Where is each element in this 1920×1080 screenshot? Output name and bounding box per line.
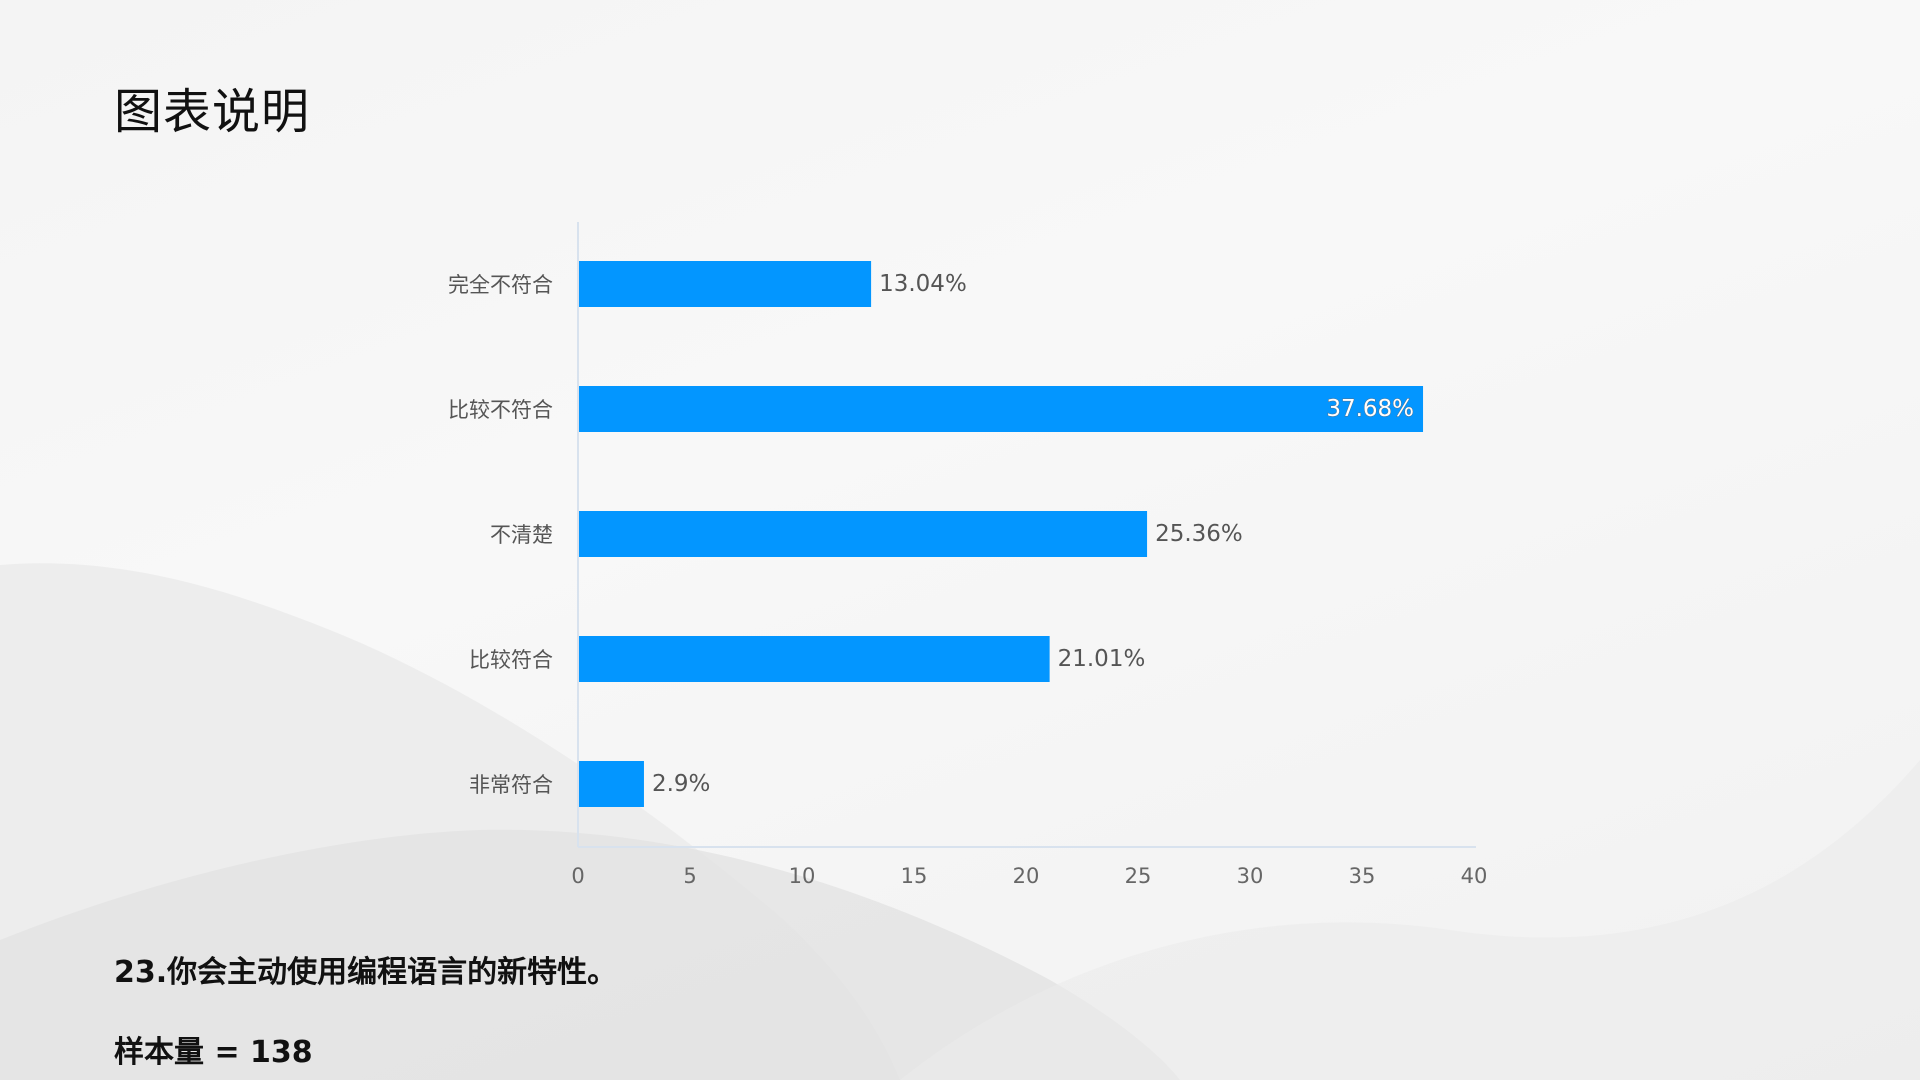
- x-tick-label: 30: [1237, 864, 1264, 888]
- x-tick-label: 15: [901, 864, 928, 888]
- x-tick-label: 0: [571, 864, 584, 888]
- x-tick-label: 20: [1013, 864, 1040, 888]
- x-tick-label: 40: [1461, 864, 1488, 888]
- background-wave-right: [900, 760, 1920, 1080]
- value-label: 37.68%: [1326, 396, 1414, 422]
- value-label: 21.01%: [1058, 646, 1146, 672]
- background-wave-bottom: [0, 829, 1180, 1080]
- category-label: 比较符合: [469, 648, 553, 672]
- x-tick-label: 35: [1349, 864, 1376, 888]
- category-label: 非常符合: [469, 773, 553, 797]
- bar: [579, 511, 1148, 557]
- bar: [579, 386, 1424, 432]
- sample-size: 样本量 = 138: [114, 1035, 313, 1070]
- category-label: 比较不符合: [448, 398, 553, 422]
- bar: [579, 636, 1050, 682]
- x-tick-label: 25: [1125, 864, 1152, 888]
- value-label: 2.9%: [652, 771, 710, 797]
- value-label: 13.04%: [879, 271, 967, 297]
- slide-title: 图表说明: [114, 84, 311, 140]
- x-tick-label: 10: [789, 864, 816, 888]
- value-label: 25.36%: [1155, 521, 1243, 547]
- category-label: 完全不符合: [448, 273, 553, 297]
- question-text: 23.你会主动使用编程语言的新特性。: [114, 955, 618, 990]
- bar: [579, 761, 644, 807]
- category-label: 不清楚: [490, 523, 553, 547]
- bar: [579, 261, 872, 307]
- x-tick-label: 5: [683, 864, 696, 888]
